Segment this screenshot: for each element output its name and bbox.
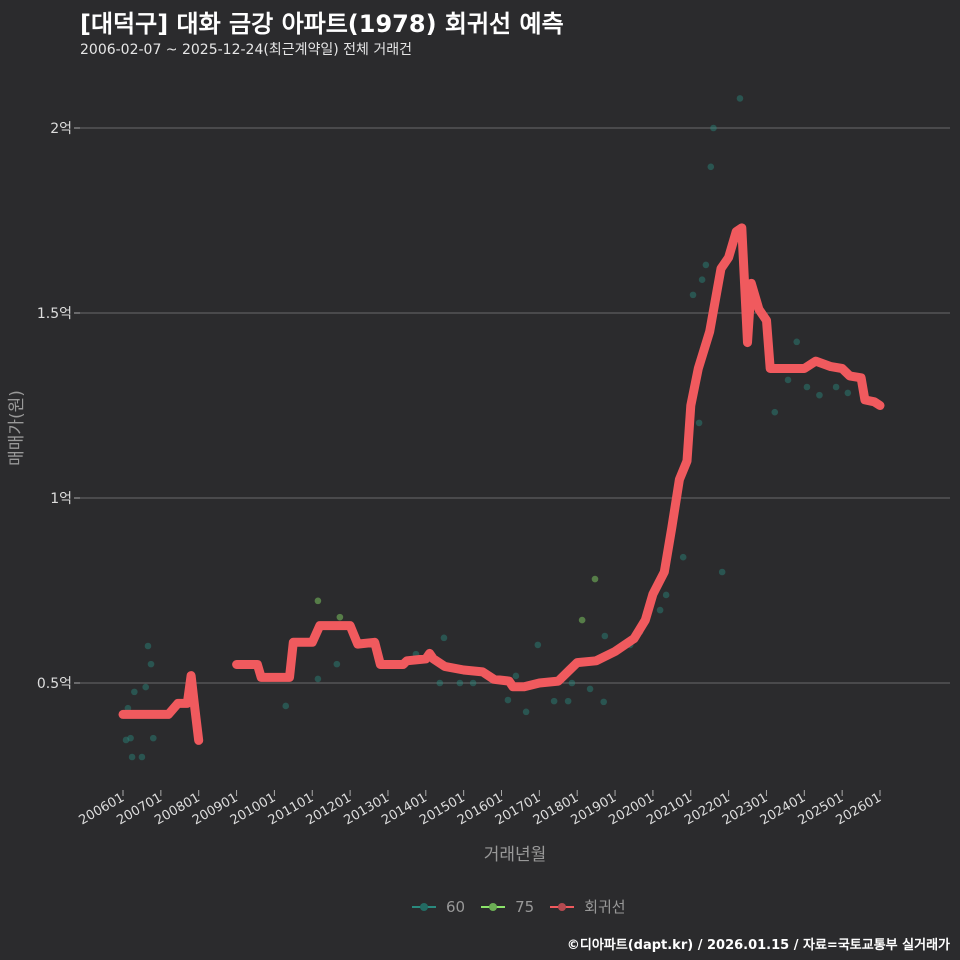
scatter-point-60: [816, 391, 823, 399]
scatter-point-60: [784, 376, 792, 384]
scatter-point-60: [679, 553, 687, 561]
scatter-point-60: [124, 704, 132, 712]
scatter-point-75: [314, 597, 322, 605]
scatter-point-60: [656, 606, 664, 614]
scatter-point-60: [138, 753, 146, 761]
y-tick-label: 1.5억: [37, 306, 72, 322]
legend-key-60-icon: [412, 901, 436, 913]
scatter-point-60: [689, 291, 697, 299]
scatter-point-60: [803, 383, 811, 391]
scatter-point-75: [578, 616, 586, 624]
scatter-point-60: [440, 634, 448, 642]
scatter-point-60: [456, 679, 464, 687]
regression-line: [232, 223, 885, 692]
scatter-point-60: [469, 679, 477, 687]
scatter-point-60: [844, 389, 852, 397]
scatter-point-60: [698, 276, 706, 284]
legend-label: 60: [446, 897, 466, 916]
scatter-point-60: [710, 124, 717, 132]
scatter-point-60: [122, 736, 130, 744]
scatter-point-60: [436, 679, 444, 687]
scatter-point-60: [718, 568, 726, 576]
footer-credit: ©디아파트(dapt.kr) / 2026.01.15 / 자료=국토교통부 실…: [566, 938, 950, 953]
y-axis-label: 매매가(원): [7, 390, 27, 466]
chart-title: [대덕구] 대화 금강 아파트(1978) 회귀선 예측: [80, 10, 564, 38]
scatter-point-60: [832, 383, 840, 391]
y-tick-label: 1억: [50, 491, 72, 507]
scatter-point-60: [147, 660, 155, 668]
scatter-point-60: [600, 698, 607, 706]
scatter-point-60: [771, 408, 779, 416]
scatter-point-60: [586, 685, 594, 693]
scatter-point-60: [333, 660, 341, 668]
scatter-point-60: [282, 702, 290, 710]
scatter-point-60: [564, 697, 572, 705]
legend-key-75-icon: [481, 901, 506, 913]
scatter-point-60: [736, 95, 744, 102]
scatter-point-60: [512, 672, 520, 680]
scatter-point-75: [336, 613, 344, 621]
scatter-point-60: [127, 734, 134, 742]
scatter-point-60: [504, 696, 512, 704]
scatter-point-60: [707, 163, 715, 171]
scatter-point-60: [144, 642, 152, 650]
regression-line: [118, 671, 204, 745]
scatter-point-60: [534, 641, 542, 649]
x-axis-label: 거래년월: [484, 845, 547, 865]
scatter-point-60: [149, 734, 157, 742]
legend-label: 회귀선: [584, 898, 626, 916]
chart-subtitle: 2006-02-07 ~ 2025-12-24(최근계약일) 전체 거래건: [80, 42, 412, 58]
scatter-point-60: [702, 261, 710, 269]
scatter-point-60: [662, 591, 670, 599]
legend: 60 75 회귀선: [412, 896, 632, 917]
scatter-point-60: [522, 708, 530, 716]
scatter-point-60: [314, 675, 322, 683]
scatter-point-60: [601, 632, 609, 640]
legend-item-75: 75: [481, 898, 534, 916]
scatter-point-60: [695, 419, 703, 427]
legend-item-60: 60: [412, 898, 465, 916]
y-tick-label: 0.5억: [37, 676, 72, 692]
scatter-point-60: [568, 679, 576, 687]
y-tick-label: 2억: [50, 121, 72, 137]
scatter-point-60: [142, 683, 150, 691]
scatter-point-60: [793, 338, 801, 346]
scatter-point-75: [591, 575, 599, 583]
legend-item-regression: 회귀선: [550, 896, 626, 917]
scatter-point-60: [131, 688, 138, 696]
scatter-point-60: [550, 697, 558, 705]
legend-label: 75: [515, 897, 535, 916]
scatter-point-60: [128, 753, 136, 761]
legend-key-regression-icon: [550, 901, 575, 913]
